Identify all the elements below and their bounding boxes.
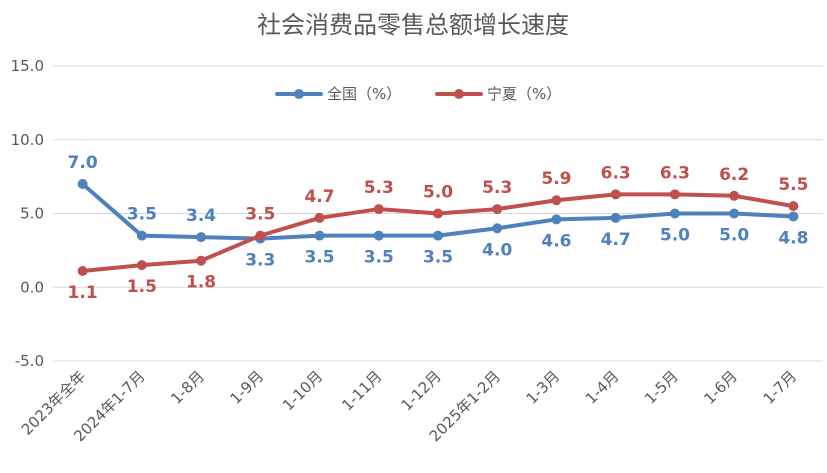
x-tick-label: 1-6月 <box>700 367 741 408</box>
data-label: 5.0 <box>660 226 690 246</box>
data-point <box>610 212 621 223</box>
legend-label: 全国（%） <box>327 85 401 103</box>
data-point <box>196 255 207 266</box>
data-label: 3.3 <box>245 251 275 271</box>
data-label: 4.6 <box>541 231 571 251</box>
data-point <box>373 204 384 215</box>
x-tick-label: 1-9月 <box>226 367 267 408</box>
data-point <box>669 208 680 219</box>
data-point <box>255 230 266 241</box>
data-point <box>729 190 740 201</box>
data-label: 4.7 <box>601 230 631 250</box>
y-tick-label: 5.0 <box>20 205 44 223</box>
data-label: 5.3 <box>364 178 394 198</box>
x-tick-label: 1-11月 <box>338 367 385 414</box>
data-point <box>492 204 503 215</box>
x-tick-label: 1-7月 <box>760 367 801 408</box>
y-tick-label: 10.0 <box>11 131 44 149</box>
x-tick-label: 1-8月 <box>167 367 208 408</box>
legend-marker <box>454 89 464 99</box>
data-label: 6.3 <box>660 163 690 183</box>
data-label: 5.3 <box>482 178 512 198</box>
data-point <box>788 201 799 212</box>
data-label: 6.3 <box>601 163 631 183</box>
data-point <box>196 232 207 243</box>
data-point <box>136 230 147 241</box>
data-label: 3.5 <box>245 205 275 225</box>
data-point <box>373 230 384 241</box>
data-point <box>669 189 680 200</box>
data-label: 3.5 <box>127 205 157 225</box>
data-point <box>314 212 325 223</box>
data-point <box>551 195 562 206</box>
x-tick-label: 1-3月 <box>523 367 564 408</box>
data-label: 1.5 <box>127 277 157 297</box>
data-label: 5.0 <box>423 183 453 203</box>
data-label: 1.1 <box>68 283 98 303</box>
y-tick-label: -5.0 <box>15 352 44 370</box>
series-group <box>77 179 799 277</box>
data-label: 4.8 <box>778 228 808 248</box>
chart-title: 社会消费品零售总额增长速度 <box>257 11 569 39</box>
legend-marker <box>294 89 304 99</box>
data-label: 3.5 <box>304 248 334 268</box>
data-point <box>788 211 799 222</box>
data-point <box>433 208 443 219</box>
data-point <box>314 230 325 241</box>
data-labels: 7.0 1.1 3.5 1.5 3.4 1.8 3.3 3.5 3.5 4.7 3.5 5.3 3.5 5… <box>68 153 809 303</box>
data-label: 4.0 <box>482 240 512 260</box>
x-tick-label: 1-12月 <box>397 367 444 414</box>
y-axis-ticks: 15.0 10.0 5.0 0.0 -5.0 <box>11 57 44 370</box>
legend-label: 宁夏（%） <box>487 85 561 103</box>
data-point <box>729 208 740 219</box>
x-tick-label: 1-10月 <box>279 367 326 414</box>
y-tick-label: 15.0 <box>11 57 44 75</box>
data-point <box>433 230 443 241</box>
data-point <box>492 223 503 234</box>
x-tick-label: 1-5月 <box>641 367 682 408</box>
data-label: 3.4 <box>186 206 216 226</box>
data-point <box>610 189 621 200</box>
data-point <box>136 260 147 271</box>
data-label: 1.8 <box>186 273 216 293</box>
legend: 全国（%） 宁夏（%） <box>275 85 561 103</box>
data-label: 7.0 <box>68 153 98 173</box>
data-label: 3.5 <box>423 248 453 268</box>
data-point <box>551 214 562 225</box>
data-label: 5.0 <box>719 226 749 246</box>
x-tick-label: 1-4月 <box>582 367 623 408</box>
data-label: 5.5 <box>778 175 808 195</box>
data-label: 4.7 <box>304 187 334 207</box>
data-point <box>77 266 88 277</box>
data-label: 6.2 <box>719 165 749 185</box>
y-tick-label: 0.0 <box>20 278 44 296</box>
data-label: 3.5 <box>364 248 394 268</box>
data-point <box>77 179 88 189</box>
data-label: 5.9 <box>541 169 571 189</box>
